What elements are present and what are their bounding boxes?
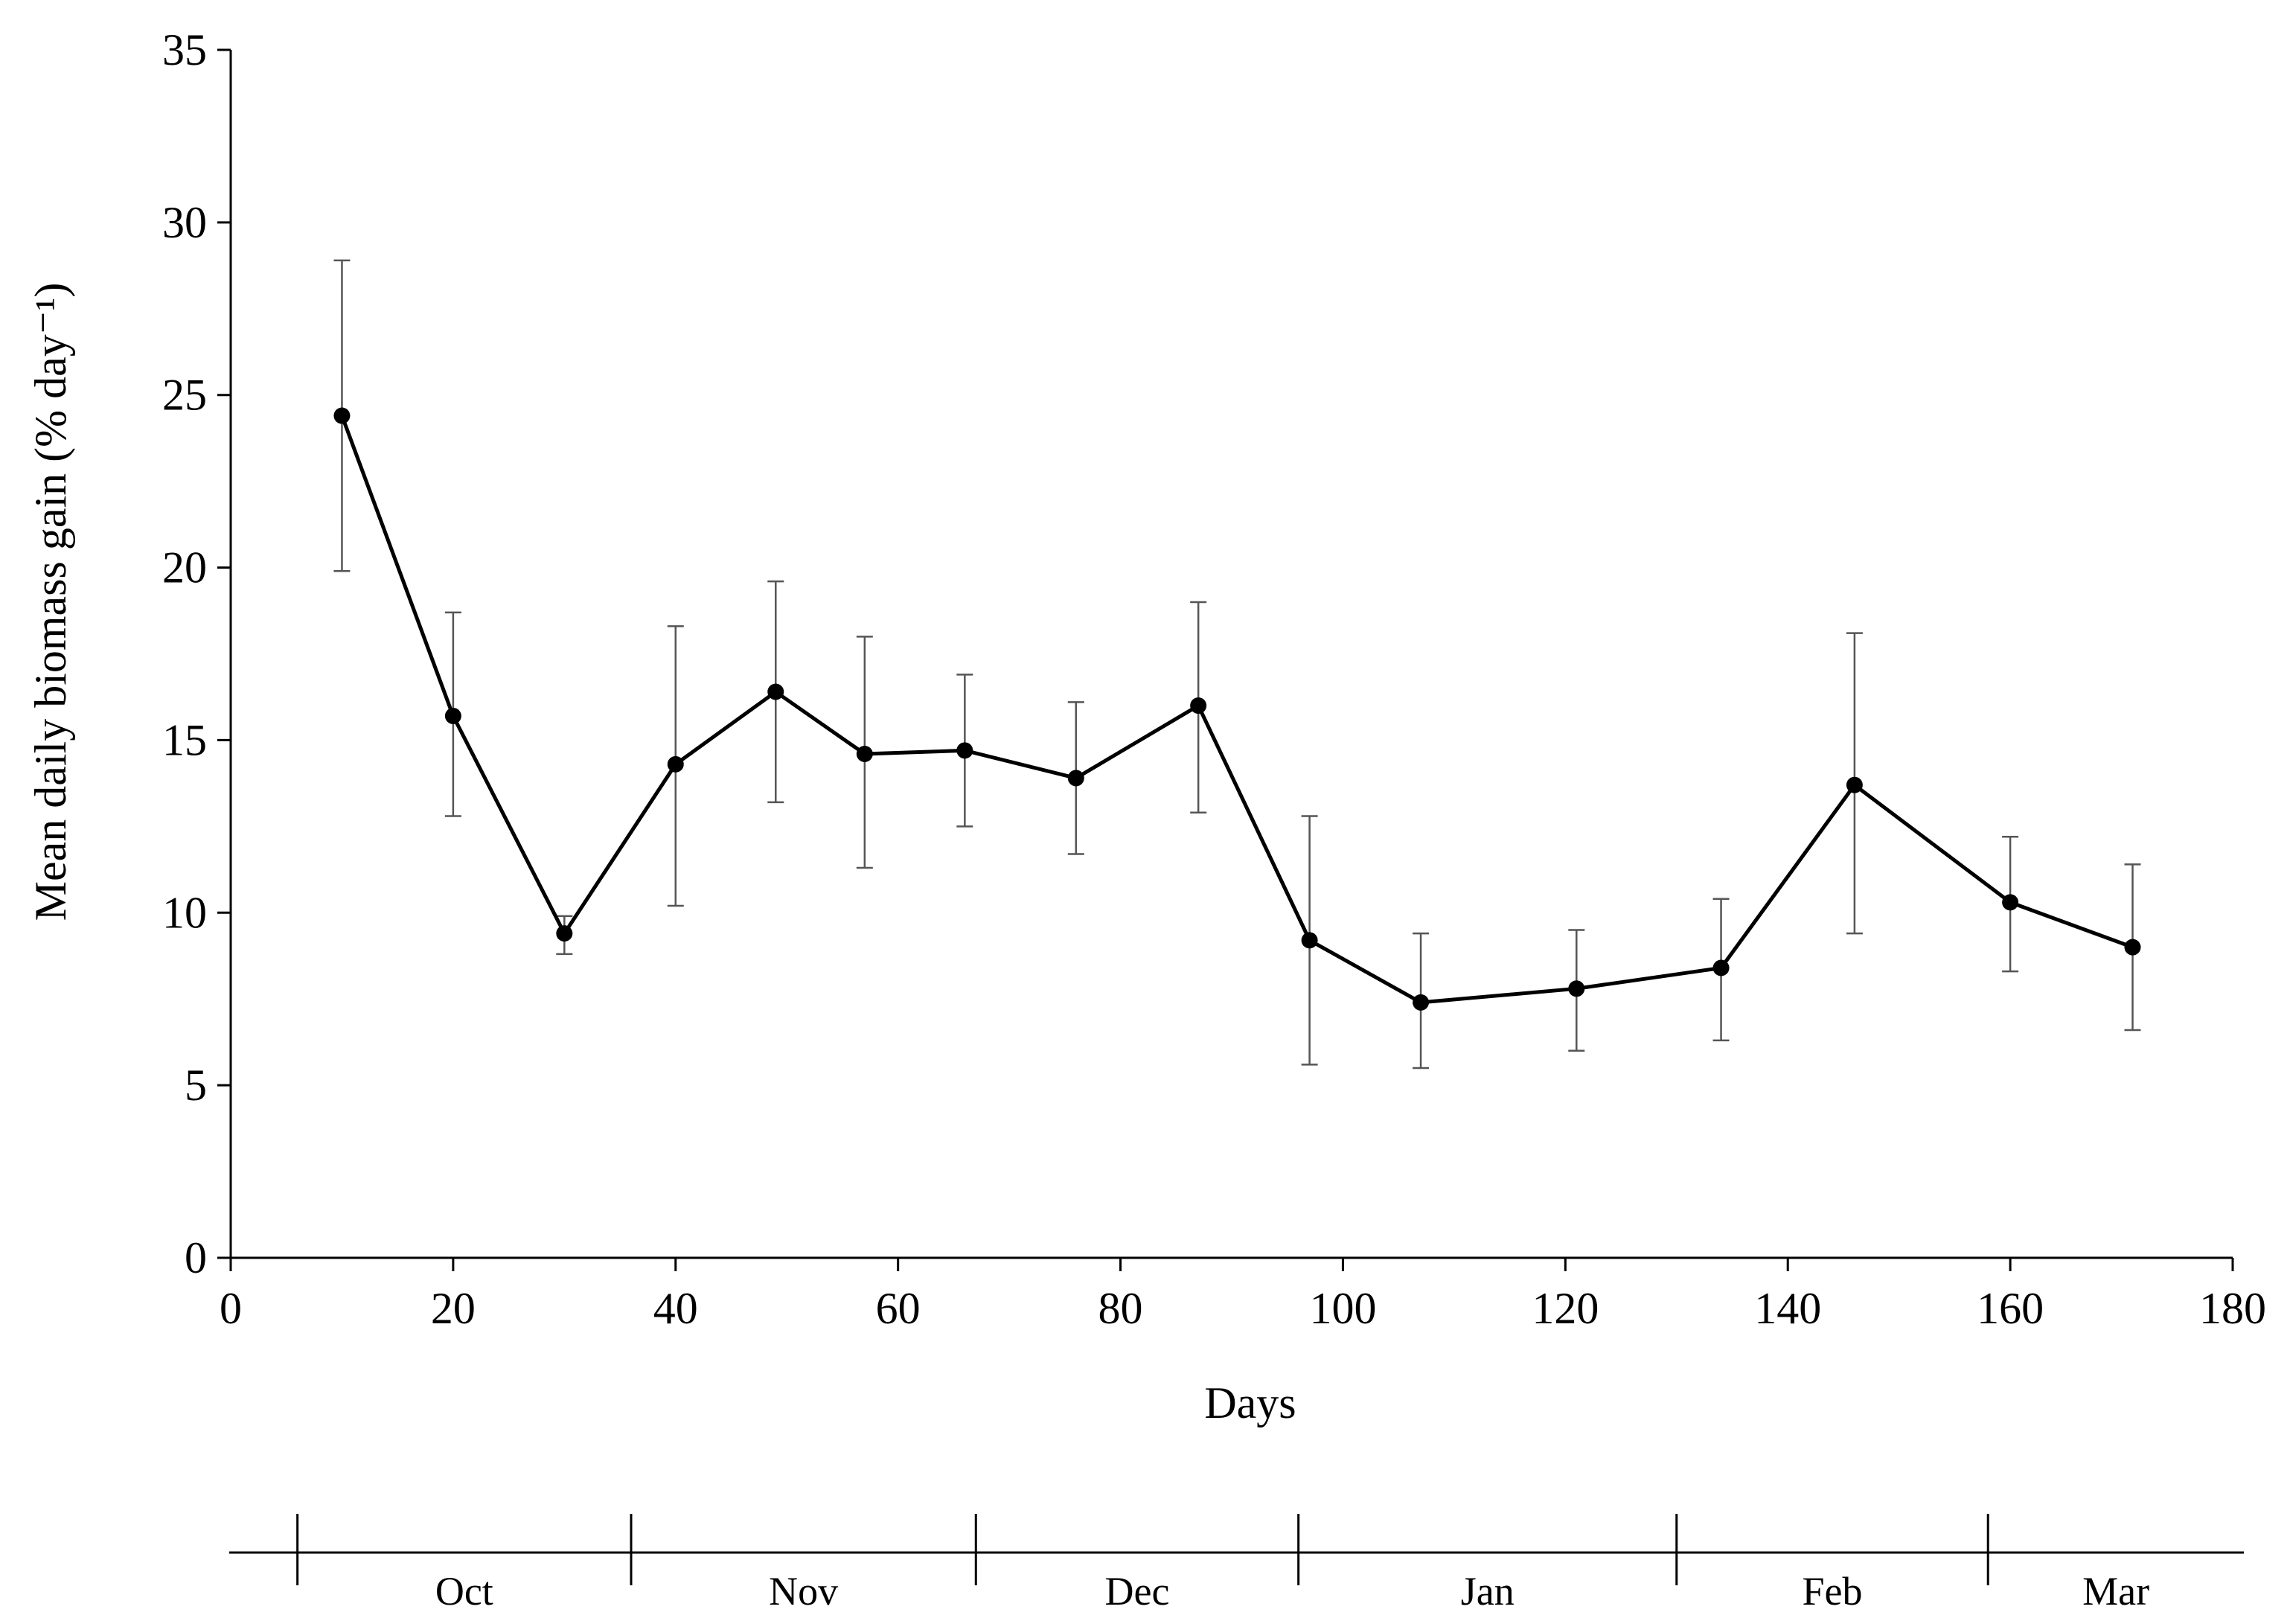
- data-point: [1568, 980, 1585, 997]
- y-tick-label: 0: [185, 1233, 207, 1282]
- data-point: [956, 742, 973, 759]
- x-tick-label: 0: [220, 1284, 242, 1333]
- data-point: [1190, 697, 1207, 715]
- month-label: Mar: [2082, 1569, 2149, 1614]
- y-tick-label: 10: [162, 888, 207, 937]
- month-label: Oct: [435, 1569, 493, 1614]
- x-tick-label: 180: [2199, 1284, 2266, 1333]
- y-axis-title: Mean daily biomass gain (% day⁻¹): [26, 283, 75, 921]
- series-line: [340, 415, 2134, 1005]
- y-tick-label: 30: [162, 198, 207, 247]
- error-bars: [333, 259, 2141, 1070]
- month-label: Nov: [769, 1569, 838, 1614]
- y-tick-label: 15: [162, 715, 207, 764]
- data-point: [1712, 959, 1730, 976]
- x-tick-label: 100: [1309, 1284, 1376, 1333]
- x-axis-title: Days: [1204, 1378, 1296, 1428]
- data-point: [856, 745, 873, 762]
- x-tick-label: 20: [431, 1284, 476, 1333]
- x-tick-label: 40: [653, 1284, 698, 1333]
- data-point: [2124, 939, 2141, 956]
- y-tick-label: 35: [162, 25, 207, 74]
- month-label: Dec: [1105, 1569, 1170, 1614]
- month-label: Jan: [1461, 1569, 1515, 1614]
- x-tick-label: 120: [1532, 1284, 1599, 1333]
- x-tick-label: 80: [1098, 1284, 1143, 1333]
- data-point: [1301, 932, 1318, 949]
- series: [333, 407, 2141, 1011]
- y-tick-label: 5: [185, 1061, 207, 1110]
- x-tick-label: 140: [1754, 1284, 1821, 1333]
- data-point: [667, 755, 684, 773]
- data-point: [1067, 770, 1084, 787]
- x-tick-label: 160: [1977, 1284, 2044, 1333]
- data-point: [767, 683, 784, 700]
- axes: 0 5 10 15 20 25 30 35 0 20 40 60 80 100 120 140 160 180 Da…: [26, 25, 2266, 1428]
- data-point: [333, 407, 351, 424]
- x-tick-label: 60: [876, 1284, 921, 1333]
- data-point: [1413, 994, 1430, 1011]
- data-point: [444, 707, 461, 724]
- data-point: [1846, 776, 1863, 793]
- month-axis: Oct Nov Dec Jan Feb Mar: [229, 1514, 2244, 1614]
- data-point: [2002, 894, 2019, 911]
- y-tick-label: 25: [162, 371, 207, 420]
- y-tick-label: 20: [162, 543, 207, 592]
- data-point: [556, 925, 573, 942]
- month-label: Feb: [1803, 1569, 1863, 1614]
